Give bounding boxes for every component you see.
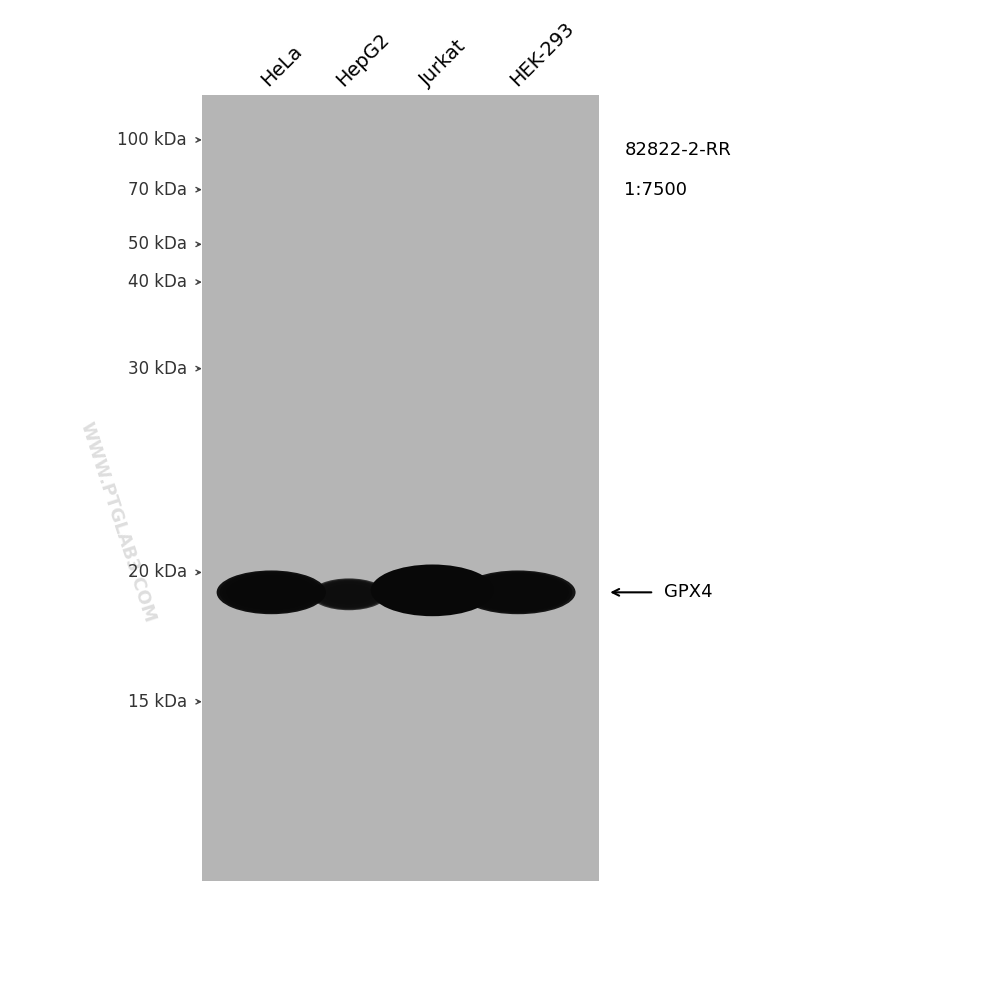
Text: HepG2: HepG2 [332, 30, 393, 90]
Ellipse shape [391, 573, 474, 608]
Ellipse shape [328, 585, 370, 603]
Ellipse shape [495, 584, 541, 601]
Ellipse shape [394, 574, 470, 606]
Text: 15 kDa: 15 kDa [128, 693, 187, 711]
Ellipse shape [235, 578, 308, 607]
Ellipse shape [313, 579, 385, 609]
Ellipse shape [238, 579, 305, 606]
Ellipse shape [467, 573, 569, 612]
Text: 82822-2-RR: 82822-2-RR [624, 141, 731, 159]
Text: 1:7500: 1:7500 [624, 181, 687, 199]
Ellipse shape [405, 579, 460, 602]
Ellipse shape [319, 582, 378, 607]
Ellipse shape [492, 582, 544, 602]
Ellipse shape [463, 572, 572, 613]
Text: GPX4: GPX4 [664, 583, 713, 601]
Ellipse shape [330, 586, 368, 602]
Ellipse shape [311, 578, 387, 610]
Ellipse shape [371, 564, 494, 616]
Ellipse shape [226, 574, 317, 611]
Ellipse shape [326, 585, 372, 604]
Ellipse shape [470, 574, 566, 611]
Ellipse shape [482, 579, 553, 606]
Text: Jurkat: Jurkat [417, 37, 470, 90]
Text: 40 kDa: 40 kDa [128, 273, 187, 291]
Ellipse shape [460, 570, 576, 614]
Ellipse shape [223, 573, 320, 612]
Text: HEK-293: HEK-293 [506, 19, 578, 90]
Ellipse shape [247, 582, 296, 602]
Text: 20 kDa: 20 kDa [128, 563, 187, 581]
Ellipse shape [220, 572, 323, 613]
Ellipse shape [473, 575, 563, 609]
Text: HeLa: HeLa [258, 42, 306, 90]
Bar [202, 95, 599, 881]
Ellipse shape [253, 585, 290, 600]
Text: 100 kDa: 100 kDa [117, 131, 187, 149]
Ellipse shape [398, 576, 467, 605]
Ellipse shape [241, 580, 302, 605]
Ellipse shape [489, 581, 547, 603]
Ellipse shape [244, 581, 299, 603]
Ellipse shape [321, 583, 376, 606]
Ellipse shape [378, 567, 487, 613]
Ellipse shape [315, 580, 382, 608]
Ellipse shape [332, 587, 366, 601]
Ellipse shape [250, 584, 293, 601]
Ellipse shape [486, 580, 550, 605]
Ellipse shape [401, 577, 464, 603]
Ellipse shape [388, 572, 477, 609]
Ellipse shape [498, 585, 538, 600]
Ellipse shape [324, 584, 374, 605]
Ellipse shape [479, 578, 557, 607]
Ellipse shape [374, 566, 491, 615]
Ellipse shape [217, 570, 326, 614]
Ellipse shape [232, 576, 311, 608]
Ellipse shape [381, 569, 484, 612]
Ellipse shape [229, 575, 314, 609]
Text: WWW.PTGLAB3.COM: WWW.PTGLAB3.COM [76, 420, 158, 625]
Text: 70 kDa: 70 kDa [128, 181, 187, 199]
Ellipse shape [408, 580, 457, 601]
Text: 50 kDa: 50 kDa [128, 235, 187, 253]
Ellipse shape [384, 570, 480, 611]
Ellipse shape [411, 582, 453, 599]
Ellipse shape [334, 588, 364, 601]
Ellipse shape [317, 581, 380, 608]
Ellipse shape [476, 576, 560, 608]
Text: 30 kDa: 30 kDa [128, 360, 187, 378]
